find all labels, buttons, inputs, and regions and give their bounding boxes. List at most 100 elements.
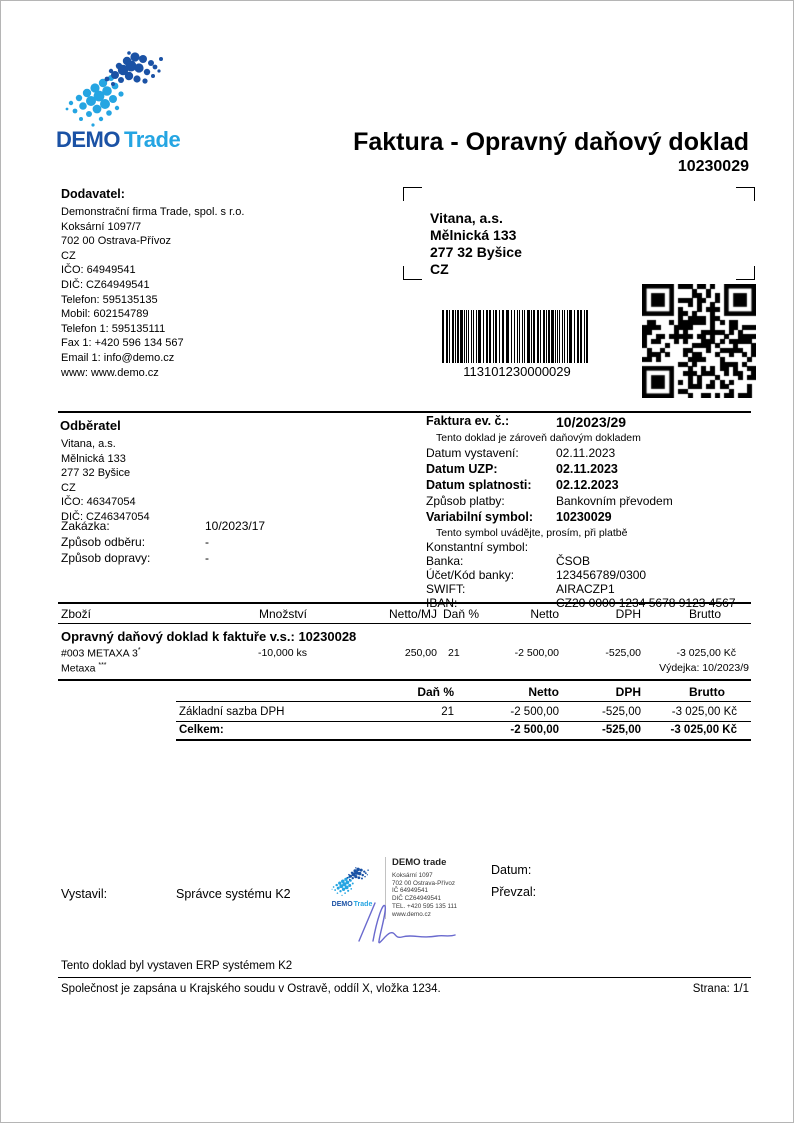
col-header-mnozstvi: Množství [258,607,307,621]
payment-symbol-note: Tento symbol uvádějte, prosím, při platb… [436,527,628,539]
supplier-line: Fax 1: +420 596 134 567 [61,337,184,350]
bank-label: Banka: [426,554,464,568]
customer-line: IČO: 46347054 [61,496,136,509]
demo-trade-logo-dots [65,51,163,127]
supplier-line: DIČ: CZ64949541 [61,278,150,291]
issued-by-label: Vystavil: [61,887,108,901]
summary-header-dph: DPH [615,685,641,699]
pickup-method-value: - [205,535,209,549]
recipient-address: Vitana, a.s. Mělnická 133 277 32 Byšice … [430,210,522,278]
items-table-top-rule [58,602,751,604]
vat-rate-netto: -2 500,00 [510,706,559,718]
item-delivery-note: Výdejka: 10/2023/9 [659,662,749,674]
summary-bottom-rule [176,739,751,741]
customer-line: Mělnická 133 [61,452,126,465]
payment-method-value: Bankovním převodem [556,494,673,508]
total-brutto: -3 025,00 Kč [670,724,738,736]
recipient-line: Mělnická 133 [430,227,517,243]
qr-code [642,284,756,398]
bank-value: ČSOB [556,554,591,568]
customer-line: DIČ: CZ46347054 [61,510,150,523]
item-subname-mark: *** [98,662,107,669]
transport-method-label: Způsob dopravy: [61,551,151,565]
supplier-address: Demonstrační firma Trade, spol. s r.o. K… [61,205,244,380]
customer-line: Vitana, a.s. [61,438,116,450]
customer-address: Vitana, a.s. Mělnická 133 277 32 Byšice … [61,437,150,525]
swift-label: SWIFT: [426,582,466,596]
invoice-number-value: 10/2023/29 [556,414,627,430]
supplier-line: www: www.demo.cz [61,366,159,379]
stamp-logo-dots [331,867,369,897]
total-netto: -2 500,00 [510,724,559,736]
date-label: Datum: [491,863,532,877]
total-dph: -525,00 [601,724,641,736]
logo-text-demo: DEMO [56,127,121,152]
supplier-line: Telefon: 595135135 [61,293,158,306]
recipient-line: 277 32 Byšice [430,244,522,260]
stamp-divider [385,857,386,919]
document-title: Faktura - Opravný daňový doklad [353,128,749,156]
barcode [442,310,592,363]
items-header-rule [58,623,751,624]
item-name: #003 METAXA 3 [61,647,138,660]
variable-symbol-label: Variabilní symbol: [426,510,533,524]
variable-symbol-value: 10230029 [556,510,612,524]
stamp-logo-trade: Trade [353,901,373,908]
supplier-line: Mobil: 602154789 [61,308,149,321]
stamp-address: Koksární 1097 702 00 Ostrava-Přívoz IČ 6… [392,872,457,918]
issued-by-value: Správce systému K2 [176,887,291,901]
summary-header-netto: Netto [528,685,559,699]
issue-date-value: 02.11.2023 [556,446,616,460]
correction-section-title: Opravný daňový doklad k faktuře v.s.: 10… [61,629,357,644]
summary-header-rule [176,701,751,702]
col-header-brutto: Brutto [688,607,721,621]
vat-rate-dph: -525,00 [601,706,641,718]
recipient-line: CZ [430,261,449,277]
stamp-brand: DEMO trade [392,857,447,868]
stamp-line: www.demo.cz [392,910,431,918]
supplier-line: CZ [61,249,76,262]
item-brutto: -3 025,00 Kč [676,647,736,659]
supplier-line: 702 00 Ostrava-Přívoz [61,235,172,248]
demo-trade-logo: DEMO Trade [56,127,181,153]
barcode-number: 113101230000029 [463,364,571,379]
account-value: 123456789/0300 [556,568,647,582]
footer-rule [58,977,751,978]
stamp-line: TEL. +420 595 135 111 [392,902,458,910]
swift-value: AIRACZP1 [556,582,615,596]
total-label: Celkem: [179,724,224,736]
item-tax: 21 [448,647,460,659]
col-header-zbozi: Zboží [61,607,92,621]
item-qty: -10,000 ks [257,647,307,659]
due-date-value: 02.12.2023 [556,478,619,492]
supplier-line: Email 1: info@demo.cz [61,351,175,364]
registry-note: Společnost je zapsána u Krajského soudu … [61,983,441,995]
tax-document-note: Tento doklad je zároveň daňovým dokladem [436,432,641,444]
item-dph: -525,00 [605,647,641,659]
supplier-line: Telefon 1: 595135111 [61,322,166,335]
vat-rate-tax: 21 [441,706,454,718]
recipient-line: Vitana, a.s. [430,210,503,226]
payment-method-label: Způsob platby: [426,494,505,508]
col-header-netto: Netto [530,607,559,621]
invoice-number-label: Faktura ev. č.: [426,414,510,428]
item-subname: Metaxa [61,662,96,675]
uzp-date-value: 02.11.2023 [556,462,618,476]
transport-method-value: - [205,551,209,565]
address-window-corner [736,187,755,201]
constant-symbol-label: Konstantní symbol: [426,540,529,554]
customer-line: CZ [61,481,76,494]
uzp-date-label: Datum UZP: [426,462,498,476]
col-header-netto-mj: Netto/MJ [388,607,437,621]
invoice-details: Faktura ev. č.: 10/2023/29 Tento doklad … [426,414,756,610]
order-info: Zakázka: 10/2023/17 Způsob odběru: - Způ… [61,519,401,571]
received-by-label: Převzal: [491,885,537,899]
pickup-method-label: Způsob odběru: [61,535,146,549]
customer-line: 277 32 Byšice [61,467,131,480]
account-label: Účet/Kód banky: [426,568,515,582]
item-unit-price: 250,00 [404,647,437,659]
stamp-line: IČ 64949541 [392,887,429,895]
customer-heading: Odběratel [60,418,121,433]
item-netto: -2 500,00 [514,647,559,659]
